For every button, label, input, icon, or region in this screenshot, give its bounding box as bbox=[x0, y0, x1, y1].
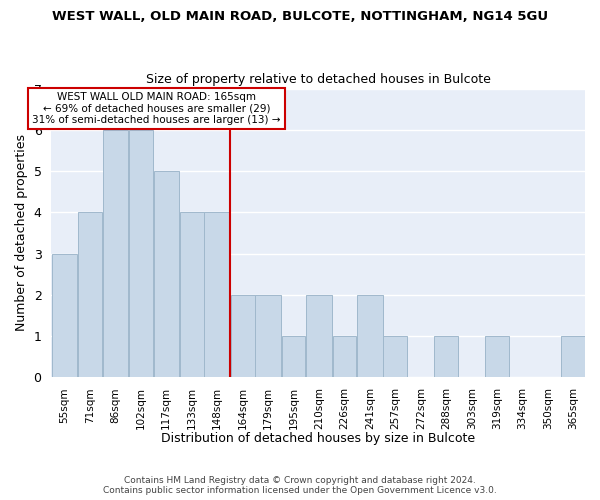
Bar bbox=[357, 295, 383, 378]
Bar bbox=[485, 336, 509, 378]
Bar bbox=[103, 130, 128, 378]
Bar bbox=[306, 295, 332, 378]
Bar bbox=[180, 212, 203, 378]
Text: WEST WALL, OLD MAIN ROAD, BULCOTE, NOTTINGHAM, NG14 5GU: WEST WALL, OLD MAIN ROAD, BULCOTE, NOTTI… bbox=[52, 10, 548, 23]
Bar bbox=[78, 212, 102, 378]
Text: WEST WALL OLD MAIN ROAD: 165sqm
← 69% of detached houses are smaller (29)
31% of: WEST WALL OLD MAIN ROAD: 165sqm ← 69% of… bbox=[32, 92, 281, 125]
Bar bbox=[332, 336, 356, 378]
Y-axis label: Number of detached properties: Number of detached properties bbox=[15, 134, 28, 332]
X-axis label: Distribution of detached houses by size in Bulcote: Distribution of detached houses by size … bbox=[161, 432, 475, 445]
Bar bbox=[434, 336, 458, 378]
Text: Contains HM Land Registry data © Crown copyright and database right 2024.
Contai: Contains HM Land Registry data © Crown c… bbox=[103, 476, 497, 495]
Bar bbox=[281, 336, 305, 378]
Bar bbox=[256, 295, 281, 378]
Bar bbox=[561, 336, 584, 378]
Title: Size of property relative to detached houses in Bulcote: Size of property relative to detached ho… bbox=[146, 73, 491, 86]
Bar bbox=[154, 171, 179, 378]
Bar bbox=[230, 295, 254, 378]
Bar bbox=[205, 212, 230, 378]
Bar bbox=[52, 254, 77, 378]
Bar bbox=[383, 336, 407, 378]
Bar bbox=[129, 130, 152, 378]
